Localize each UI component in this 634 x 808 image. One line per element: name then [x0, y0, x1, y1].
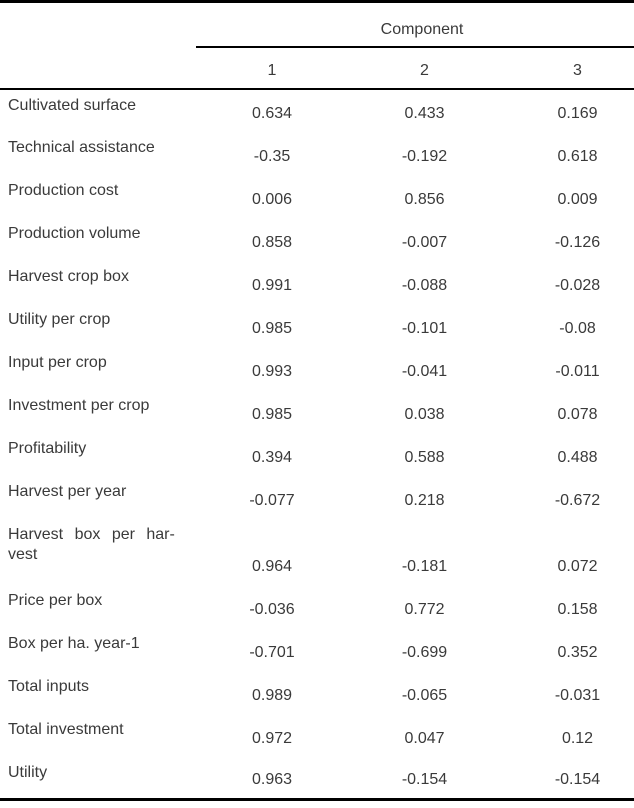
row-label-line1: Harvest box per har- [8, 525, 175, 543]
loading-value: 0.488 [557, 448, 598, 466]
loading-value: 0.858 [251, 233, 293, 251]
loading-value: -0.077 [249, 491, 295, 509]
row-label: Profitability [8, 439, 87, 457]
loading-value: -0.35 [253, 147, 291, 165]
table-row: Box per ha. year-1 -0.701 -0.699 0.352 [0, 628, 634, 671]
column-header-2: 2 [348, 46, 501, 90]
table-row: Production cost 0.006 0.856 0.009 [0, 175, 634, 218]
row-label: Box per ha. year-1 [8, 634, 140, 652]
empty-header-cell [0, 46, 196, 90]
table-row: Total investment 0.972 0.047 0.12 [0, 714, 634, 757]
row-label: Cultivated surface [8, 96, 137, 114]
spanner-row: Component [0, 1, 634, 48]
loading-value: 0.078 [557, 405, 598, 423]
row-label: Production cost [8, 181, 119, 199]
loading-value: 0.991 [251, 276, 293, 294]
row-label: Utility per crop [8, 310, 111, 328]
empty-corner-cell [0, 2, 196, 47]
loading-value: 0.963 [251, 771, 293, 788]
loading-value: -0.007 [401, 233, 448, 251]
row-label: Utility [8, 763, 48, 781]
loading-value: 0.158 [557, 600, 598, 618]
loading-value: -0.011 [555, 362, 600, 380]
loading-value: 0.972 [251, 729, 293, 747]
loading-value: 0.038 [404, 405, 445, 423]
loading-value: 0.009 [557, 190, 598, 208]
table-row: Harvest box per har-vest 0.964 -0.181 0.… [0, 519, 634, 585]
loading-value: 0.047 [404, 729, 445, 747]
loading-value: -0.672 [554, 491, 601, 509]
table-body: Cultivated surface 0.634 0.433 0.169 Tec… [0, 89, 634, 800]
loading-value: 0.394 [251, 448, 293, 466]
loading-value: -0.028 [554, 276, 601, 294]
loading-value: -0.065 [401, 686, 448, 704]
table-row: Harvest crop box 0.991 -0.088 -0.028 [0, 261, 634, 304]
loading-value: -0.088 [401, 276, 448, 294]
loading-value: 0.989 [251, 686, 293, 704]
row-label-line2: vest [8, 545, 38, 563]
row-label: Harvest per year [8, 482, 127, 500]
row-label: Technical assistance [8, 138, 155, 156]
loading-value: -0.154 [401, 771, 448, 788]
column-header-3: 3 [501, 46, 634, 90]
row-label: Input per crop [8, 353, 107, 371]
loading-value: -0.126 [554, 233, 601, 251]
loading-value: 0.634 [251, 104, 293, 122]
table-row: Technical assistance -0.35 -0.192 0.618 [0, 132, 634, 175]
table-row: Input per crop 0.993 -0.041 -0.011 [0, 347, 634, 390]
loading-value: -0.031 [554, 686, 601, 704]
table-row: Utility per crop 0.985 -0.101 -0.08 [0, 304, 634, 347]
loading-value: -0.181 [401, 557, 448, 575]
loading-value: 0.072 [557, 557, 598, 575]
row-label: Production volume [8, 224, 141, 242]
row-label: Investment per crop [8, 396, 150, 414]
component-spanner-header: Component [196, 1, 634, 48]
loading-value: 0.772 [404, 600, 445, 618]
loading-value: 0.618 [557, 147, 598, 165]
table-row: Profitability 0.394 0.588 0.488 [0, 433, 634, 476]
loading-value: 0.588 [404, 448, 445, 466]
loading-value: 0.006 [251, 190, 293, 208]
table-header: Component 1 2 3 [0, 1, 634, 90]
column-header-1: 1 [196, 46, 348, 90]
table-row: Utility 0.963 -0.154 -0.154 [0, 757, 634, 800]
loading-value: 0.985 [251, 319, 293, 337]
loading-value: 0.352 [557, 643, 598, 661]
row-label: Harvest box per har-vest [0, 519, 196, 585]
row-label: Harvest crop box [8, 267, 129, 285]
loading-value: -0.036 [249, 600, 295, 618]
loading-value: 0.12 [561, 729, 594, 747]
column-header-row: 1 2 3 [0, 46, 634, 90]
loading-value: -0.101 [401, 319, 448, 337]
table-row: Investment per crop 0.985 0.038 0.078 [0, 390, 634, 433]
loading-value: 0.985 [251, 405, 293, 423]
loading-value: 0.964 [251, 557, 293, 575]
row-label: Total inputs [8, 677, 89, 695]
loading-value: -0.08 [559, 319, 596, 337]
table-row: Cultivated surface 0.634 0.433 0.169 [0, 89, 634, 132]
table-row: Production volume 0.858 -0.007 -0.126 [0, 218, 634, 261]
loading-value: 0.856 [404, 190, 445, 208]
loading-value: 0.169 [557, 104, 598, 122]
loading-value: -0.154 [554, 771, 601, 788]
loading-value: -0.192 [401, 147, 448, 165]
loading-value: 0.433 [404, 104, 445, 122]
row-label: Total investment [8, 720, 124, 738]
loading-value: 0.218 [404, 491, 445, 509]
loading-value: -0.699 [401, 643, 448, 661]
loading-value: 0.993 [251, 362, 293, 380]
table-row: Price per box -0.036 0.772 0.158 [0, 585, 634, 628]
loading-value: -0.701 [249, 643, 295, 661]
table-row: Harvest per year -0.077 0.218 -0.672 [0, 476, 634, 519]
loading-value: -0.041 [401, 362, 448, 380]
row-label: Price per box [8, 591, 103, 609]
table-row: Total inputs 0.989 -0.065 -0.031 [0, 671, 634, 714]
